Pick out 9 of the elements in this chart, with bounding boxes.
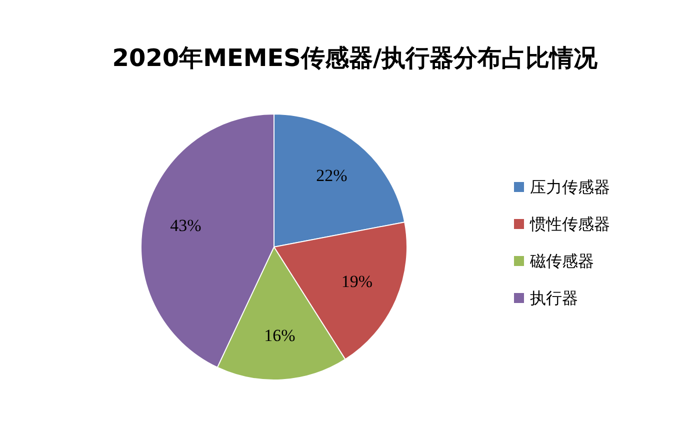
data-label: 22% (316, 166, 348, 186)
data-label: 43% (170, 216, 202, 236)
data-label: 16% (264, 326, 296, 346)
legend-label: 惯性传感器 (529, 214, 610, 234)
chart-title: 2020年MEMES传感器/执行器分布占比情况 (112, 44, 599, 72)
data-label: 19% (341, 272, 373, 291)
legend-label: 压力传感器 (530, 177, 610, 196)
legend-label: 执行器 (530, 288, 578, 308)
legend-label: 磁传感器 (529, 251, 594, 270)
